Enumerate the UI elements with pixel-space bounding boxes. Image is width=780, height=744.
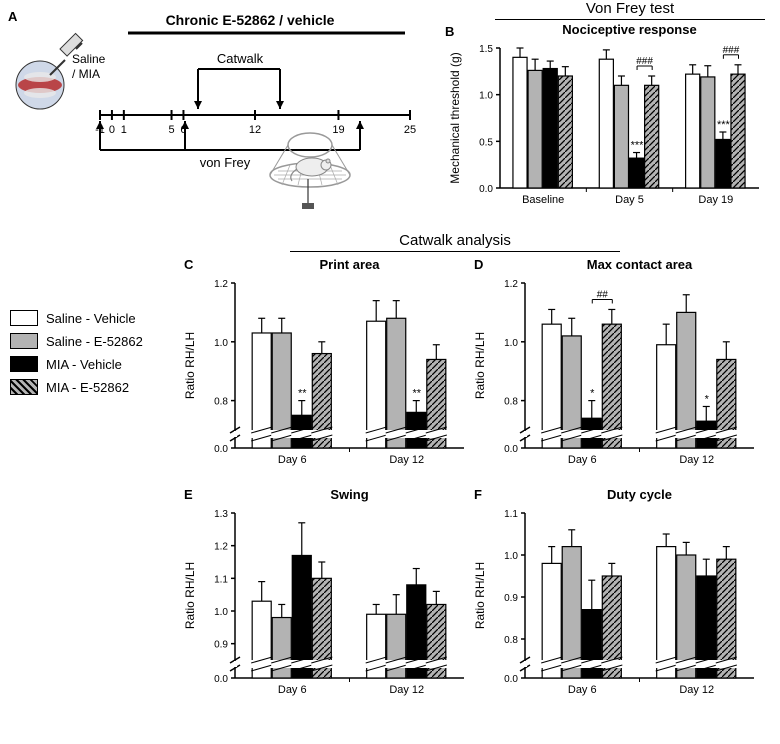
svg-text:Ratio RH/LH: Ratio RH/LH bbox=[473, 562, 487, 629]
svg-text:19: 19 bbox=[332, 124, 344, 136]
svg-text:***: *** bbox=[717, 119, 731, 131]
svg-text:Day 6: Day 6 bbox=[568, 454, 597, 466]
legend-label: MIA - E-52862 bbox=[46, 380, 129, 395]
svg-text:0.0: 0.0 bbox=[504, 444, 518, 455]
catwalk-label: Catwalk bbox=[217, 51, 264, 66]
svg-text:Print area: Print area bbox=[320, 257, 381, 272]
legend-label: Saline - Vehicle bbox=[46, 311, 136, 326]
svg-text:*: * bbox=[590, 388, 595, 400]
svg-text:1.0: 1.0 bbox=[504, 338, 518, 349]
svg-text:Ratio RH/LH: Ratio RH/LH bbox=[183, 332, 197, 399]
svg-text:Day 12: Day 12 bbox=[389, 454, 424, 466]
svg-text:1.0: 1.0 bbox=[479, 91, 493, 102]
svg-text:0.9: 0.9 bbox=[214, 640, 228, 651]
svg-text:Day 12: Day 12 bbox=[389, 684, 424, 696]
panel-b-label: B bbox=[445, 24, 454, 39]
svg-text:C: C bbox=[184, 257, 194, 272]
svg-text:Ratio RH/LH: Ratio RH/LH bbox=[473, 332, 487, 399]
catwalk-section-title: Catwalk analysis bbox=[290, 232, 620, 252]
svg-text:0.8: 0.8 bbox=[504, 635, 518, 646]
svg-text:1.0: 1.0 bbox=[214, 607, 228, 618]
chronic-label: Chronic E-52862 / vehicle bbox=[166, 12, 335, 28]
panel-d: Max contact area D Ratio RH/LH 0.0 0.8 1.0 1.2… bbox=[470, 255, 760, 485]
panel-c: Print area C Ratio RH/LH 0.0 0.8 1.0 1.2 Day 6 D… bbox=[180, 255, 470, 485]
svg-text:Day 6: Day 6 bbox=[278, 684, 307, 696]
svg-text:12: 12 bbox=[249, 124, 261, 136]
svg-text:1.2: 1.2 bbox=[504, 279, 518, 290]
svg-text:0.0: 0.0 bbox=[214, 674, 228, 685]
svg-text:**: ** bbox=[412, 388, 421, 400]
svg-text:Day 6: Day 6 bbox=[568, 684, 597, 696]
panel-b: Von Frey test B Nociceptive response Mech… bbox=[445, 0, 775, 230]
svg-text:1: 1 bbox=[121, 124, 127, 136]
svg-text:0.8: 0.8 bbox=[504, 397, 518, 408]
legend-label: MIA - Vehicle bbox=[46, 357, 122, 372]
svg-text:1.2: 1.2 bbox=[214, 542, 228, 553]
svg-text:Day 6: Day 6 bbox=[278, 454, 307, 466]
svg-text:1.0: 1.0 bbox=[504, 551, 518, 562]
svg-text:Baseline: Baseline bbox=[522, 194, 564, 206]
svg-text:*: * bbox=[705, 393, 710, 405]
svg-text:Day 5: Day 5 bbox=[615, 194, 644, 206]
legend: Saline - Vehicle Saline - E-52862 MIA - Ve… bbox=[10, 310, 170, 402]
panel-e: Swing E Ratio RH/LH 0.0 0.9 1.0 1.1 1.2 1.3 Day 6… bbox=[180, 485, 470, 715]
vonfrey-label: von Frey bbox=[200, 155, 251, 170]
svg-text:D: D bbox=[474, 257, 483, 272]
svg-text:0.5: 0.5 bbox=[479, 137, 493, 148]
svg-text:Mechanical threshold (g): Mechanical threshold (g) bbox=[448, 52, 462, 183]
panel-f: Duty cycle F Ratio RH/LH 0.0 0.8 0.9 1.0 1.1 Day… bbox=[470, 485, 760, 715]
legend-item: MIA - Vehicle bbox=[10, 356, 170, 372]
legend-label: Saline - E-52862 bbox=[46, 334, 143, 349]
svg-text:5: 5 bbox=[168, 124, 174, 136]
svg-text:0.8: 0.8 bbox=[214, 397, 228, 408]
panel-a-label: A bbox=[8, 9, 17, 24]
svg-text:###: ### bbox=[636, 56, 653, 67]
catwalk-chart-grid: Print areaCRatio RH/LH0.00.81.01.2Day 6D… bbox=[180, 255, 780, 715]
svg-text:##: ## bbox=[597, 289, 609, 300]
svg-text:Duty cycle: Duty cycle bbox=[607, 487, 672, 502]
injection-label: Saline bbox=[72, 52, 106, 66]
panel-a-timeline: A Saline / MIA Chronic E-52862 / vehicle… bbox=[0, 5, 440, 225]
legend-item: Saline - Vehicle bbox=[10, 310, 170, 326]
svg-text:0.9: 0.9 bbox=[504, 593, 518, 604]
svg-text:***: *** bbox=[631, 140, 645, 152]
svg-text:0.0: 0.0 bbox=[214, 444, 228, 455]
svg-text:E: E bbox=[184, 487, 193, 502]
svg-text:Ratio RH/LH: Ratio RH/LH bbox=[183, 562, 197, 629]
svg-text:0: 0 bbox=[109, 124, 115, 136]
svg-text:Swing: Swing bbox=[330, 487, 368, 502]
timeline-svg: Saline / MIA Chronic E-52862 / vehicle -… bbox=[0, 5, 440, 225]
injection-label2: / MIA bbox=[72, 67, 100, 81]
svg-text:1.1: 1.1 bbox=[214, 574, 228, 585]
svg-text:Day 12: Day 12 bbox=[679, 454, 714, 466]
svg-text:Nociceptive response: Nociceptive response bbox=[562, 22, 696, 37]
svg-text:1.0: 1.0 bbox=[214, 338, 228, 349]
svg-text:###: ### bbox=[723, 45, 740, 56]
svg-text:F: F bbox=[474, 487, 482, 502]
svg-text:**: ** bbox=[298, 388, 307, 400]
legend-item: MIA - E-52862 bbox=[10, 379, 170, 395]
svg-text:1.1: 1.1 bbox=[504, 509, 518, 520]
legend-item: Saline - E-52862 bbox=[10, 333, 170, 349]
svg-text:1.2: 1.2 bbox=[214, 279, 228, 290]
vonfrey-section-title: Von Frey test bbox=[495, 0, 765, 20]
svg-text:Day 19: Day 19 bbox=[698, 194, 733, 206]
svg-text:0.0: 0.0 bbox=[479, 184, 493, 195]
svg-text:25: 25 bbox=[404, 124, 416, 136]
svg-text:0.0: 0.0 bbox=[504, 674, 518, 685]
svg-text:1.5: 1.5 bbox=[479, 44, 493, 55]
svg-text:Day 12: Day 12 bbox=[679, 684, 714, 696]
svg-text:Max contact area: Max contact area bbox=[587, 257, 693, 272]
svg-text:1.3: 1.3 bbox=[214, 509, 228, 520]
